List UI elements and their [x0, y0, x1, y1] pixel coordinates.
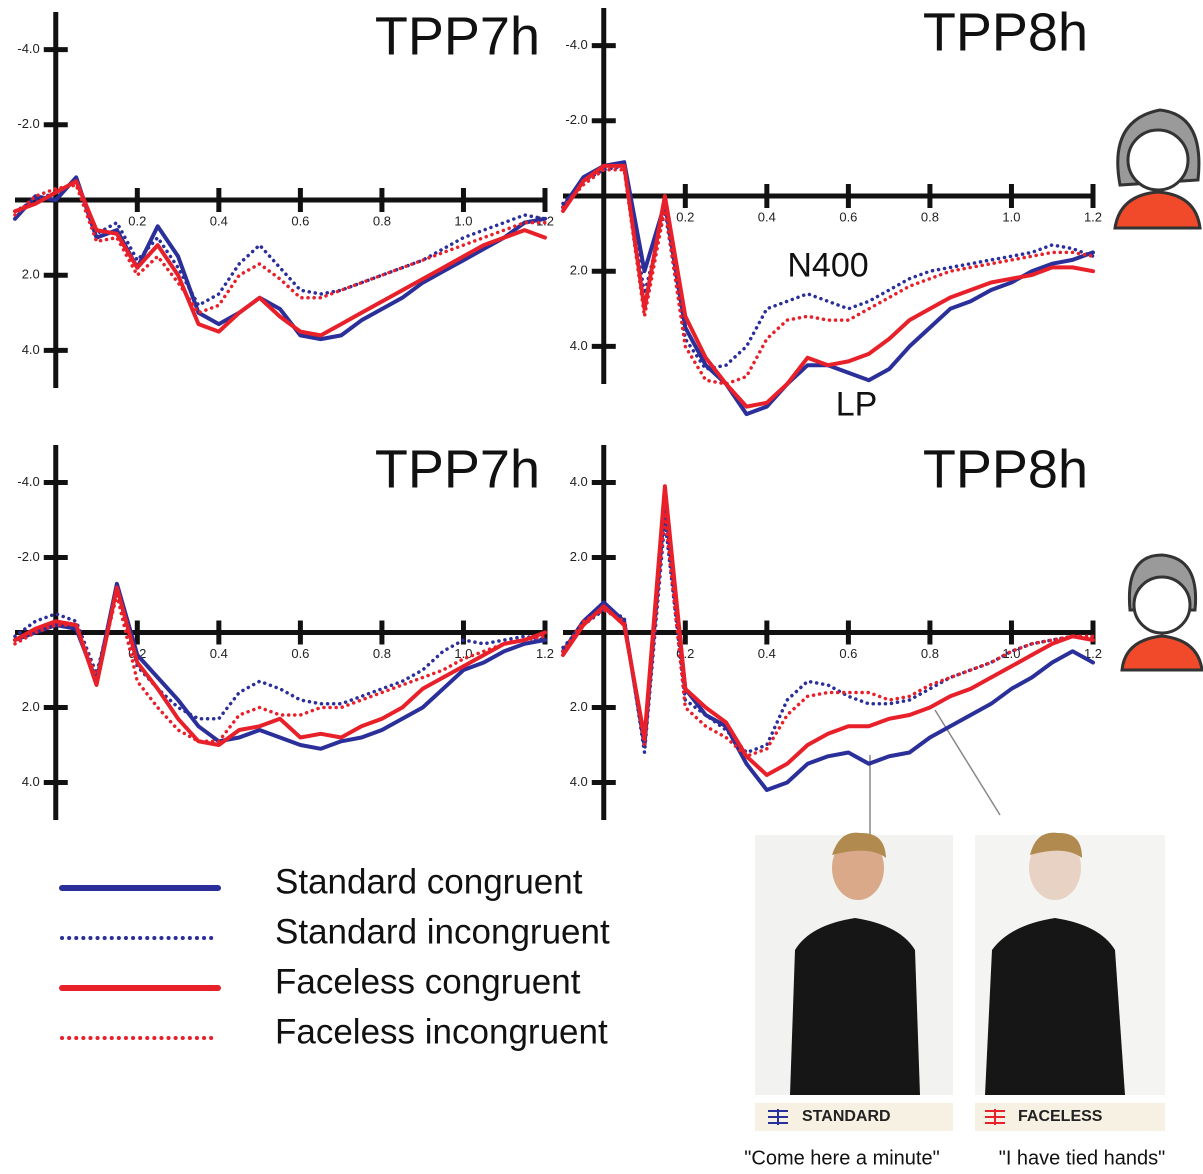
legend-label: Standard incongruent: [275, 912, 610, 951]
icon-standard: [768, 1109, 788, 1125]
legend-label: Standard congruent: [275, 862, 583, 901]
x-tick-label: 1.0: [1002, 646, 1020, 661]
x-tick-label: 1.0: [454, 213, 472, 228]
y-tick-label: -2.0: [565, 112, 587, 127]
y-tick-label: 4.0: [570, 774, 588, 789]
annotation: N400: [787, 246, 868, 284]
x-tick-label: 0.4: [758, 209, 776, 224]
x-tick-label: 0.8: [373, 646, 391, 661]
y-tick-label: 2.0: [22, 699, 40, 714]
photo-label: FACELESS: [1018, 1108, 1103, 1125]
y-tick-label: -2.0: [17, 549, 39, 564]
photo-faceless: [975, 833, 1165, 1095]
x-tick-label: 0.4: [758, 646, 776, 661]
y-tick-label: 4.0: [570, 338, 588, 353]
x-tick-label: 0.8: [921, 209, 939, 224]
y-tick-label: -4.0: [565, 37, 587, 52]
x-tick-label: 0.2: [128, 213, 146, 228]
x-tick-label: 0.8: [373, 213, 391, 228]
y-tick-label: 2.0: [570, 549, 588, 564]
x-tick-label: 0.8: [921, 646, 939, 661]
x-tick-label: 1.2: [536, 646, 554, 661]
avatar-male: [1122, 555, 1202, 670]
x-tick-label: 1.2: [1084, 209, 1102, 224]
photo-quote: "Come here a minute": [744, 1147, 939, 1169]
x-tick-label: 0.6: [839, 209, 857, 224]
chart-title: TPP8h: [923, 2, 1088, 62]
y-tick-label: -2.0: [17, 116, 39, 131]
chart-title: TPP7h: [375, 6, 540, 66]
x-tick-label: 0.6: [291, 646, 309, 661]
chart-title: TPP7h: [375, 439, 540, 499]
y-tick-label: 4.0: [22, 342, 40, 357]
y-tick-label: 4.0: [570, 474, 588, 489]
icon-faceless: [985, 1109, 1005, 1125]
annotation: LP: [836, 386, 878, 424]
y-tick-label: -4.0: [17, 41, 39, 56]
photo-label: STANDARD: [802, 1108, 891, 1125]
y-tick-label: 2.0: [570, 263, 588, 278]
avatar-female: [1115, 110, 1200, 228]
x-tick-label: 0.6: [291, 213, 309, 228]
figure: STANDARD FACELESS "Come here a minute" "…: [0, 0, 1203, 1169]
photo-quote: "I have tied hands": [999, 1147, 1166, 1169]
y-tick-label: -4.0: [17, 474, 39, 489]
x-tick-label: 0.4: [210, 213, 228, 228]
x-tick-label: 0.2: [676, 209, 694, 224]
legend-label: Faceless congruent: [275, 962, 581, 1001]
chart-title: TPP8h: [923, 439, 1088, 499]
x-tick-label: 0.6: [839, 646, 857, 661]
x-tick-label: 1.0: [1002, 209, 1020, 224]
x-tick-label: 1.0: [454, 646, 472, 661]
x-tick-label: 0.4: [210, 646, 228, 661]
y-tick-label: 4.0: [22, 774, 40, 789]
leader-line: [935, 710, 1000, 815]
y-tick-label: 2.0: [22, 267, 40, 282]
legend-label: Faceless incongruent: [275, 1012, 608, 1051]
y-tick-label: 2.0: [570, 699, 588, 714]
photo-standard: [755, 833, 953, 1095]
